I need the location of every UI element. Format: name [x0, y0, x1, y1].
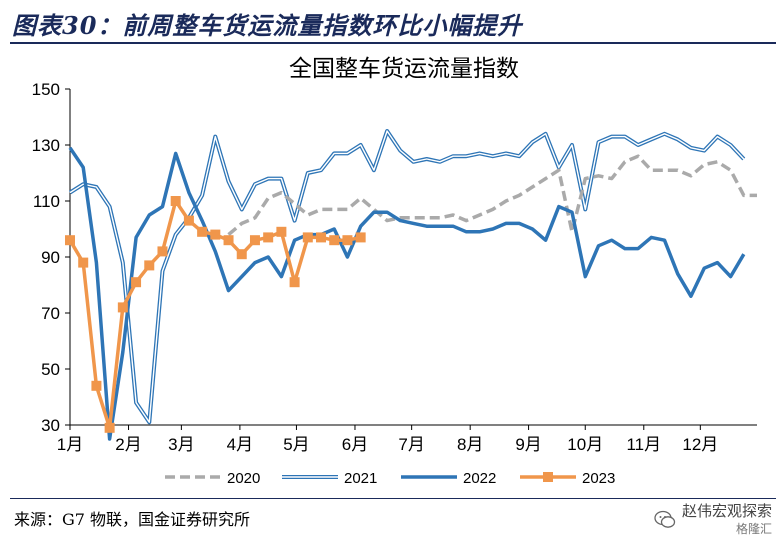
series-point-2023-14 [249, 235, 260, 246]
series-point-2023-0 [65, 235, 75, 246]
x-tick-label-9: 10月 [567, 435, 603, 454]
series-point-2023-17 [289, 277, 300, 288]
series-point-2023-9 [183, 215, 194, 226]
chart-title: 全国整车货运流量指数 [289, 56, 519, 82]
series-point-2023-13 [236, 249, 247, 260]
series-point-2023-10 [197, 226, 208, 237]
series-point-2023-22 [355, 232, 366, 243]
figure-heading: 图表30：前周整车货运流量指数环比小幅提升 [12, 11, 523, 40]
x-axis: 1月 2月 3月 4月 5月 6月 7月 8月 9月 10月 11月 12月 [57, 424, 757, 454]
series-point-2023-3 [104, 422, 115, 433]
x-tick-label-11: 12月 [682, 435, 718, 454]
x-tick-label-5: 6月 [342, 435, 368, 454]
series-point-2023-19 [316, 232, 327, 243]
header-rule [10, 42, 776, 44]
y-tick-label-4: 110 [33, 192, 60, 211]
series-point-2023-12 [223, 235, 234, 246]
y-tick-label-2: 70 [41, 304, 60, 323]
series-point-2023-5 [131, 277, 142, 288]
y-tick-label-1: 50 [41, 360, 60, 379]
y-tick-label-5: 130 [32, 136, 60, 155]
x-tick-label-0: 1月 [57, 435, 83, 454]
legend-label-2021: 2021 [344, 470, 377, 487]
series-point-2023-20 [329, 235, 340, 246]
series-point-2023-7 [157, 246, 168, 257]
legend-label-2020: 2020 [227, 470, 260, 487]
series-line-2021-inner [69, 130, 745, 423]
x-tick-label-1: 2月 [115, 435, 141, 454]
x-tick-label-8: 9月 [515, 435, 541, 454]
source-note: 来源：G7 物联，国金证券研究所 [14, 510, 251, 529]
series-point-2023-11 [210, 229, 221, 240]
x-tick-label-2: 3月 [168, 435, 194, 454]
x-tick-label-7: 8月 [457, 435, 483, 454]
watermark-sub: 格隆汇 [735, 522, 772, 536]
y-tick-label-0: 30 [41, 416, 60, 435]
x-tick-label-4: 5月 [283, 435, 309, 454]
legend-marker-2023 [543, 472, 553, 482]
footer-rule [10, 498, 776, 499]
series-line-2020 [227, 154, 757, 236]
y-tick-label-6: 150 [32, 80, 60, 99]
y-tick-label-3: 90 [41, 248, 60, 267]
legend-label-2022: 2022 [463, 470, 496, 487]
series-point-2023-6 [144, 260, 155, 271]
wechat-icon [654, 510, 676, 528]
series-layer [65, 129, 757, 441]
legend: 2020 2021 2022 2023 [165, 470, 615, 487]
series-point-2023-21 [342, 235, 353, 246]
series-point-2023-4 [117, 302, 128, 313]
series-point-2023-2 [91, 380, 102, 391]
watermark: 赵伟宏观探索 格隆汇 [654, 500, 772, 540]
x-tick-label-10: 11月 [626, 435, 661, 454]
watermark-main: 赵伟宏观探索 [681, 502, 772, 520]
y-axis: 30 50 70 90 110 130 150 [32, 80, 71, 435]
series-point-2023-16 [276, 226, 287, 237]
series-point-2023-18 [302, 232, 313, 243]
line-chart: 全国整车货运流量指数 30 50 70 90 110 130 150 1月 2月 3月 4月 5月 6… [32, 56, 757, 487]
series-point-2023-8 [170, 196, 181, 206]
series-line-2022 [68, 146, 746, 441]
legend-label-2023: 2023 [582, 470, 615, 487]
series-point-2023-15 [263, 232, 274, 243]
series-point-2023-1 [78, 257, 89, 268]
x-tick-label-3: 4月 [227, 435, 253, 454]
x-tick-label-6: 7月 [398, 435, 424, 454]
